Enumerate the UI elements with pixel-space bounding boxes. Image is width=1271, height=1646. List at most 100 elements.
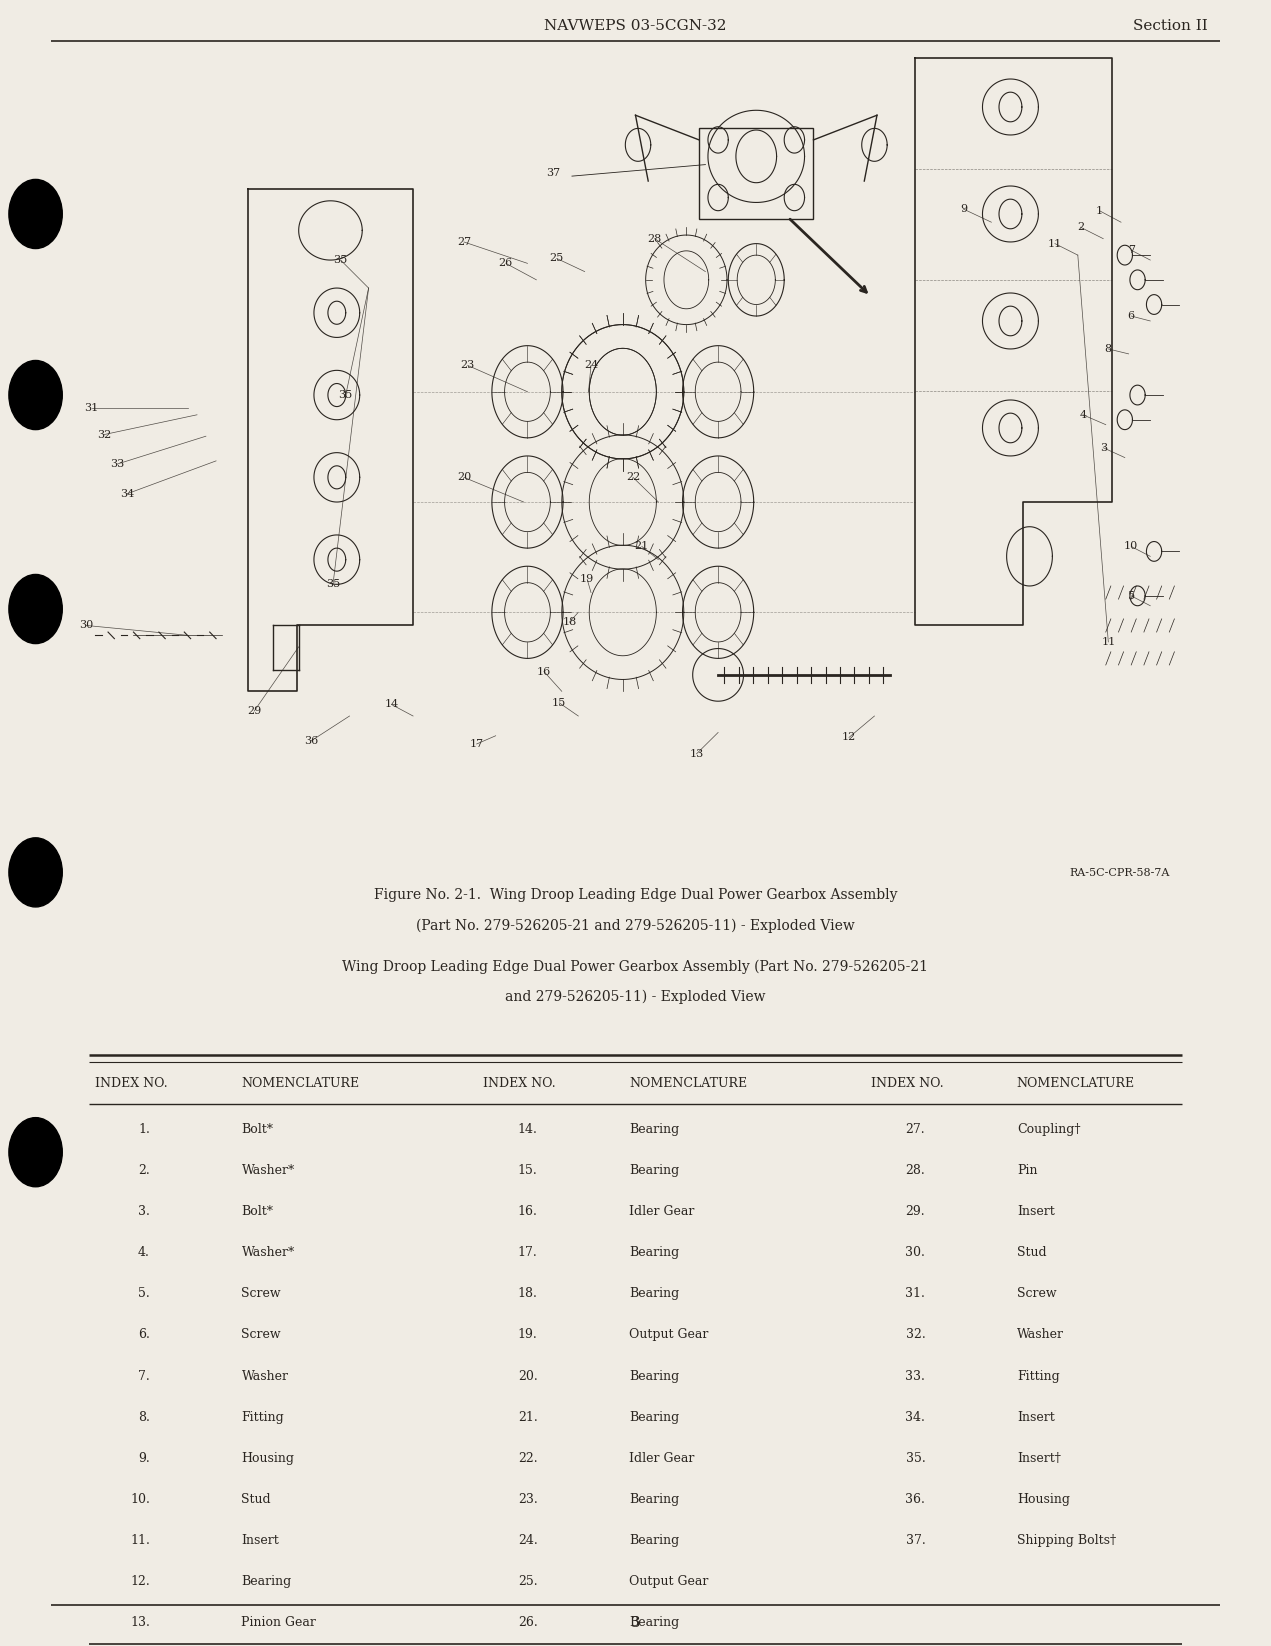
Text: 28: 28 (647, 234, 662, 244)
Text: Coupling†: Coupling† (1017, 1123, 1080, 1136)
Text: 27.: 27. (906, 1123, 925, 1136)
Text: Bolt*: Bolt* (241, 1205, 273, 1218)
Text: 32.: 32. (905, 1328, 925, 1341)
Text: 19: 19 (580, 574, 595, 584)
Text: Pinion Gear: Pinion Gear (241, 1616, 316, 1630)
Circle shape (9, 574, 62, 644)
Text: Figure No. 2-1.  Wing Droop Leading Edge Dual Power Gearbox Assembly: Figure No. 2-1. Wing Droop Leading Edge … (374, 887, 897, 902)
Text: 24.: 24. (517, 1534, 538, 1547)
Text: 2: 2 (1077, 222, 1084, 232)
Text: 21.: 21. (517, 1411, 538, 1424)
Text: Insert: Insert (241, 1534, 280, 1547)
Text: Bearing: Bearing (629, 1534, 680, 1547)
Text: Bearing: Bearing (241, 1575, 292, 1588)
Text: Screw: Screw (241, 1328, 281, 1341)
Text: 24: 24 (583, 360, 599, 370)
Text: 27: 27 (456, 237, 472, 247)
Text: 13.: 13. (130, 1616, 150, 1630)
Text: 37.: 37. (905, 1534, 925, 1547)
Text: 34.: 34. (905, 1411, 925, 1424)
Text: Bearing: Bearing (629, 1369, 680, 1383)
Text: Idler Gear: Idler Gear (629, 1205, 694, 1218)
Text: 16: 16 (536, 667, 552, 677)
Text: 9: 9 (960, 204, 967, 214)
Text: 35: 35 (333, 255, 348, 265)
Text: 7: 7 (1127, 245, 1135, 255)
Text: 14: 14 (384, 700, 399, 709)
Text: 33.: 33. (905, 1369, 925, 1383)
Text: Bearing: Bearing (629, 1246, 680, 1259)
Text: 1.: 1. (139, 1123, 150, 1136)
Text: 11.: 11. (130, 1534, 150, 1547)
Circle shape (9, 838, 62, 907)
Text: 7.: 7. (139, 1369, 150, 1383)
Text: Bearing: Bearing (629, 1493, 680, 1506)
Text: 22: 22 (625, 472, 641, 482)
Text: 29.: 29. (906, 1205, 925, 1218)
Text: 20: 20 (456, 472, 472, 482)
Text: 23.: 23. (517, 1493, 538, 1506)
Text: Bolt*: Bolt* (241, 1123, 273, 1136)
Text: 8: 8 (1104, 344, 1112, 354)
Text: 23: 23 (460, 360, 475, 370)
Text: 17: 17 (469, 739, 484, 749)
Text: Stud: Stud (241, 1493, 271, 1506)
Text: 18: 18 (562, 617, 577, 627)
Text: Bearing: Bearing (629, 1287, 680, 1300)
Circle shape (9, 360, 62, 430)
Text: Bearing: Bearing (629, 1164, 680, 1177)
Text: Wing Droop Leading Edge Dual Power Gearbox Assembly (Part No. 279-526205-21: Wing Droop Leading Edge Dual Power Gearb… (342, 960, 929, 974)
Circle shape (9, 1118, 62, 1187)
Text: 19.: 19. (517, 1328, 538, 1341)
Text: Washer*: Washer* (241, 1246, 295, 1259)
Text: 31.: 31. (905, 1287, 925, 1300)
Text: 5.: 5. (139, 1287, 150, 1300)
Text: 12.: 12. (130, 1575, 150, 1588)
Text: 3: 3 (630, 1615, 641, 1630)
Text: Bearing: Bearing (629, 1616, 680, 1630)
Text: Fitting: Fitting (241, 1411, 285, 1424)
Text: 21: 21 (634, 542, 649, 551)
Text: Output Gear: Output Gear (629, 1575, 708, 1588)
Text: 12: 12 (841, 732, 857, 742)
Text: 8.: 8. (139, 1411, 150, 1424)
Text: Housing: Housing (241, 1452, 295, 1465)
Text: Insert: Insert (1017, 1205, 1055, 1218)
Text: 36: 36 (304, 736, 319, 746)
Text: 33: 33 (109, 459, 125, 469)
Text: 15.: 15. (517, 1164, 538, 1177)
Text: 28.: 28. (905, 1164, 925, 1177)
Text: 18.: 18. (517, 1287, 538, 1300)
Text: 36.: 36. (905, 1493, 925, 1506)
Text: 35: 35 (338, 390, 353, 400)
Text: 29: 29 (247, 706, 262, 716)
Text: 16.: 16. (517, 1205, 538, 1218)
Text: INDEX NO.: INDEX NO. (483, 1076, 555, 1090)
Text: 5: 5 (1127, 591, 1135, 601)
Text: Section II: Section II (1132, 18, 1207, 33)
Text: 2.: 2. (139, 1164, 150, 1177)
Text: Washer*: Washer* (241, 1164, 295, 1177)
Text: Washer: Washer (241, 1369, 289, 1383)
Text: 3.: 3. (139, 1205, 150, 1218)
Text: 32: 32 (97, 430, 112, 439)
Text: NOMENCLATURE: NOMENCLATURE (1017, 1076, 1135, 1090)
Text: Washer: Washer (1017, 1328, 1064, 1341)
Text: NAVWEPS 03-5CGN-32: NAVWEPS 03-5CGN-32 (544, 18, 727, 33)
Text: Insert: Insert (1017, 1411, 1055, 1424)
Text: Pin: Pin (1017, 1164, 1037, 1177)
Text: Shipping Bolts†: Shipping Bolts† (1017, 1534, 1116, 1547)
Text: Fitting: Fitting (1017, 1369, 1060, 1383)
Circle shape (9, 179, 62, 249)
Text: 15: 15 (552, 698, 567, 708)
Text: 37: 37 (547, 168, 561, 178)
Text: Housing: Housing (1017, 1493, 1070, 1506)
Text: 26.: 26. (517, 1616, 538, 1630)
Text: 17.: 17. (517, 1246, 538, 1259)
Text: Output Gear: Output Gear (629, 1328, 708, 1341)
Text: INDEX NO.: INDEX NO. (95, 1076, 168, 1090)
Text: 35: 35 (325, 579, 341, 589)
Text: Screw: Screw (241, 1287, 281, 1300)
Text: 22.: 22. (519, 1452, 538, 1465)
Text: 6: 6 (1127, 311, 1135, 321)
